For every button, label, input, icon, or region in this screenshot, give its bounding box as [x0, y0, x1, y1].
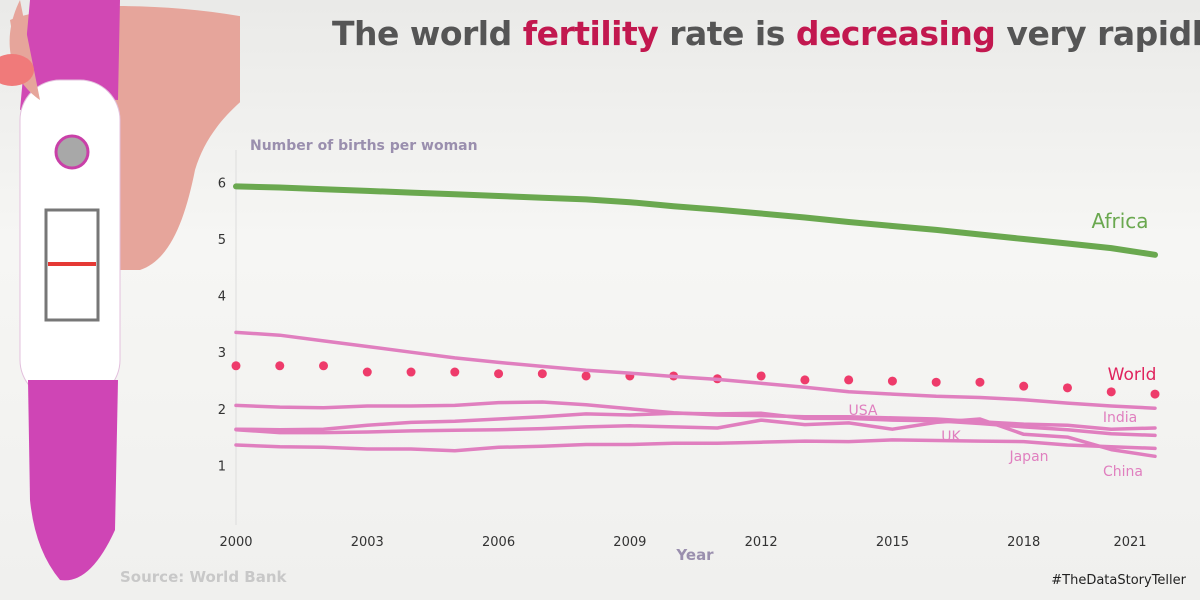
y-axis-label: Number of births per woman: [250, 138, 478, 154]
world-data-point: [1106, 387, 1116, 397]
chart-title: The world fertility rate is decreasing v…: [332, 14, 1200, 53]
japan-line: [234, 438, 1157, 453]
x-tick-label: 2003: [351, 535, 384, 550]
test-window-circle: [54, 134, 90, 170]
world-data-point: [1019, 381, 1029, 391]
y-tick-label: 2: [218, 403, 226, 418]
title-highlight-decreasing: decreasing: [795, 14, 996, 53]
x-tick-label: 2015: [876, 535, 909, 550]
world-data-point: [931, 377, 941, 387]
x-axis-label: Year: [675, 546, 714, 564]
africa-series-label: Africa: [1091, 209, 1148, 233]
x-tick-label: 2018: [1007, 535, 1040, 550]
india-line: [234, 330, 1157, 410]
world-data-point: [362, 367, 372, 377]
world-data-point: [537, 369, 547, 379]
title-text: very rapidly: [1006, 14, 1200, 53]
world-data-point: [975, 377, 985, 387]
world-data-point: [231, 361, 241, 371]
title-text: rate is: [658, 14, 796, 53]
x-tick-label: 2021: [1113, 535, 1146, 550]
y-tick-label: 1: [218, 459, 226, 474]
world-data-point: [844, 375, 854, 385]
world-data-point: [450, 367, 460, 377]
world-data-point: [756, 371, 766, 381]
world-data-point: [581, 371, 591, 381]
world-data-point: [275, 361, 285, 371]
test-handle: [28, 380, 118, 581]
india-series-label: India: [1103, 410, 1137, 426]
test-result-line: [48, 262, 96, 266]
world-data-point: [494, 369, 504, 379]
world-data-point: [1150, 389, 1160, 399]
x-tick-label: 2000: [219, 535, 252, 550]
title-highlight-fertility: fertility: [522, 14, 659, 53]
world-data-point: [800, 375, 810, 385]
usa-series-label: USA: [849, 403, 878, 419]
y-tick-label: 4: [218, 290, 226, 305]
china-line: [234, 417, 1157, 459]
world-series-label: World: [1108, 365, 1157, 385]
world-data-point: [406, 367, 416, 377]
fingernail: [0, 54, 34, 86]
china-series-label: China: [1103, 464, 1143, 480]
y-tick-label: 6: [218, 176, 226, 191]
japan-series-label: Japan: [1008, 449, 1048, 465]
x-tick-label: 2012: [745, 535, 778, 550]
x-tick-label: 2009: [613, 535, 646, 550]
world-data-point: [319, 361, 329, 371]
title-text: The world: [332, 14, 523, 53]
world-data-point: [887, 376, 897, 386]
pregnancy-test-illustration: [0, 0, 240, 581]
x-tick-label: 2006: [482, 535, 515, 550]
world-data-point: [1062, 383, 1072, 393]
y-tick-label: 5: [218, 233, 226, 248]
hashtag: #TheDataStoryTeller: [1051, 573, 1186, 588]
uk-series-label: UK: [941, 429, 961, 445]
source-note: Source: World Bank: [120, 568, 287, 586]
africa-line: [233, 183, 1158, 258]
y-tick-label: 3: [218, 346, 226, 361]
test-result-window: [44, 208, 100, 322]
